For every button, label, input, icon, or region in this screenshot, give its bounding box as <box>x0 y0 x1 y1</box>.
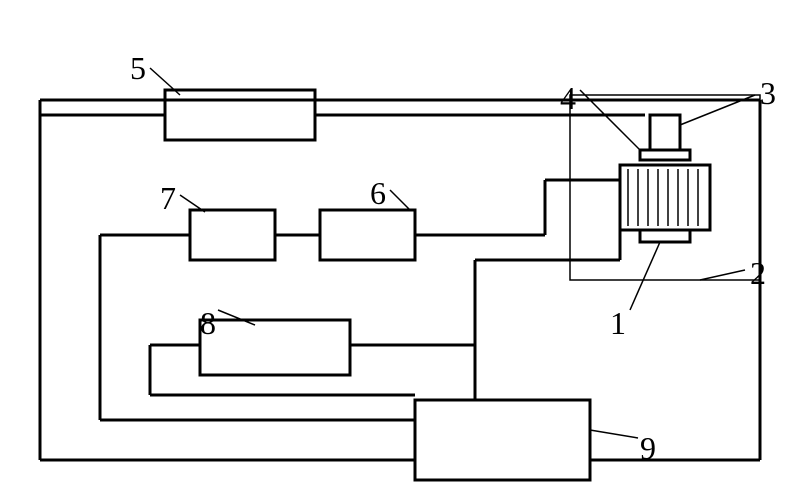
label-3: 3 <box>760 75 776 112</box>
label-2: 2 <box>750 255 766 292</box>
label-7: 7 <box>160 180 176 217</box>
label-8: 8 <box>200 305 216 342</box>
label-9: 9 <box>640 430 656 467</box>
label-5: 5 <box>130 50 146 87</box>
block-diagram <box>0 0 800 503</box>
label-1: 1 <box>610 305 626 342</box>
label-4: 4 <box>560 80 576 117</box>
label-6: 6 <box>370 175 386 212</box>
